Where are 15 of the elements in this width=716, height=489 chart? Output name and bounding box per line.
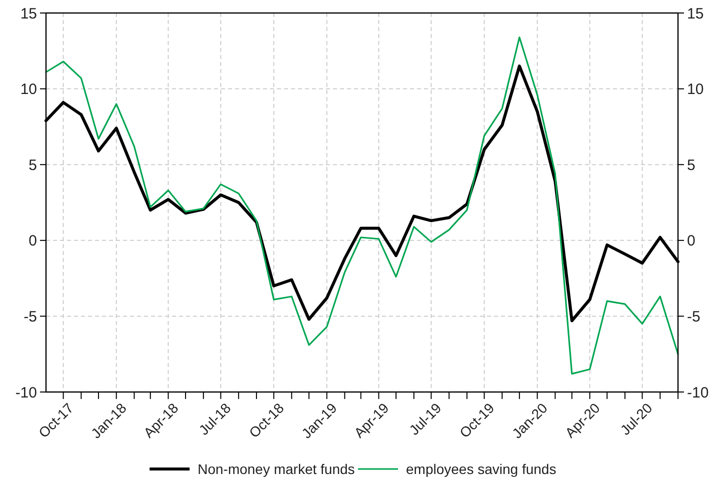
y-tick-label: -10 [15, 384, 37, 402]
y-tick-label: -5 [24, 308, 37, 326]
y-tick-label: 15 [20, 5, 37, 22]
y2-tick-label: -5 [687, 308, 700, 326]
line-series [45, 36, 679, 375]
y2-tick-label: 15 [687, 5, 704, 22]
y-tick-label: 0 [28, 232, 37, 250]
y2-tick-label: -10 [687, 384, 709, 402]
y2-tick-label: 5 [687, 156, 696, 174]
y-tick-label: 5 [28, 156, 37, 174]
y-tick-label: 10 [20, 81, 37, 98]
legend-label: employees saving funds [406, 460, 556, 477]
y2-tick-label: 10 [687, 81, 704, 98]
y2-tick-label: 0 [687, 232, 696, 250]
legend-label: Non-money market funds [198, 460, 355, 477]
